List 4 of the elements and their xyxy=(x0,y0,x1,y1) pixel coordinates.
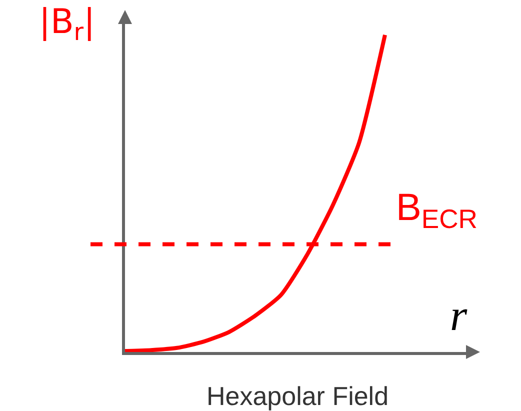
ref-line-label: B$_{ECR}$ xyxy=(396,187,478,234)
y-axis-title: |B$_{r}$| xyxy=(39,2,96,46)
text: Hexapolar Field xyxy=(206,380,389,411)
x-axis-title: r xyxy=(450,291,468,340)
